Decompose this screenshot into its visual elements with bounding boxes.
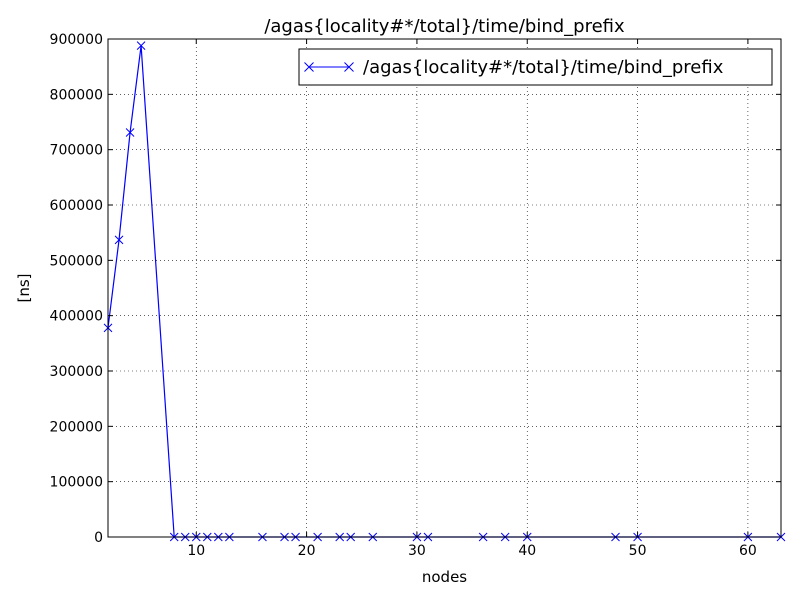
x-tick-label: 50 (629, 543, 647, 559)
y-tick-label: 400000 (50, 309, 103, 325)
legend-entry-label: /agas{locality#*/total}/time/bind_prefix (363, 57, 724, 78)
chart-title: /agas{locality#*/total}/time/bind_prefix (264, 16, 625, 37)
data-point (136, 41, 146, 50)
x-tick-label: 60 (739, 543, 757, 559)
y-tick-label: 600000 (50, 198, 103, 214)
y-tick-label: 200000 (50, 419, 103, 435)
x-tick-label: 40 (518, 543, 536, 559)
plot-frame (107, 38, 782, 538)
y-tick-label: 500000 (50, 253, 103, 269)
x-tick-label: 10 (187, 543, 205, 559)
ticks: 10 20 30 40 50 60 0 100000 200000 300000 400000 500… (50, 32, 781, 559)
plot-area (108, 39, 781, 537)
y-tick-label: 300000 (50, 364, 103, 380)
y-tick-label: 800000 (50, 87, 103, 103)
y-tick-label: 900000 (50, 32, 103, 48)
x-tick-label: 30 (408, 543, 426, 559)
x-tick-label: 20 (298, 543, 316, 559)
y-tick-label: 700000 (50, 143, 103, 159)
legend-box (298, 48, 773, 86)
x-axis-label: nodes (422, 568, 467, 586)
data-point (125, 128, 135, 137)
legend-marker (304, 62, 354, 72)
legend: /agas{locality#*/total}/time/bind_prefix (298, 48, 773, 86)
data-point (114, 235, 124, 245)
y-tick-label: 100000 (50, 475, 103, 491)
y-tick-label: 0 (94, 530, 103, 546)
y-axis-label: [ns] (15, 273, 33, 302)
